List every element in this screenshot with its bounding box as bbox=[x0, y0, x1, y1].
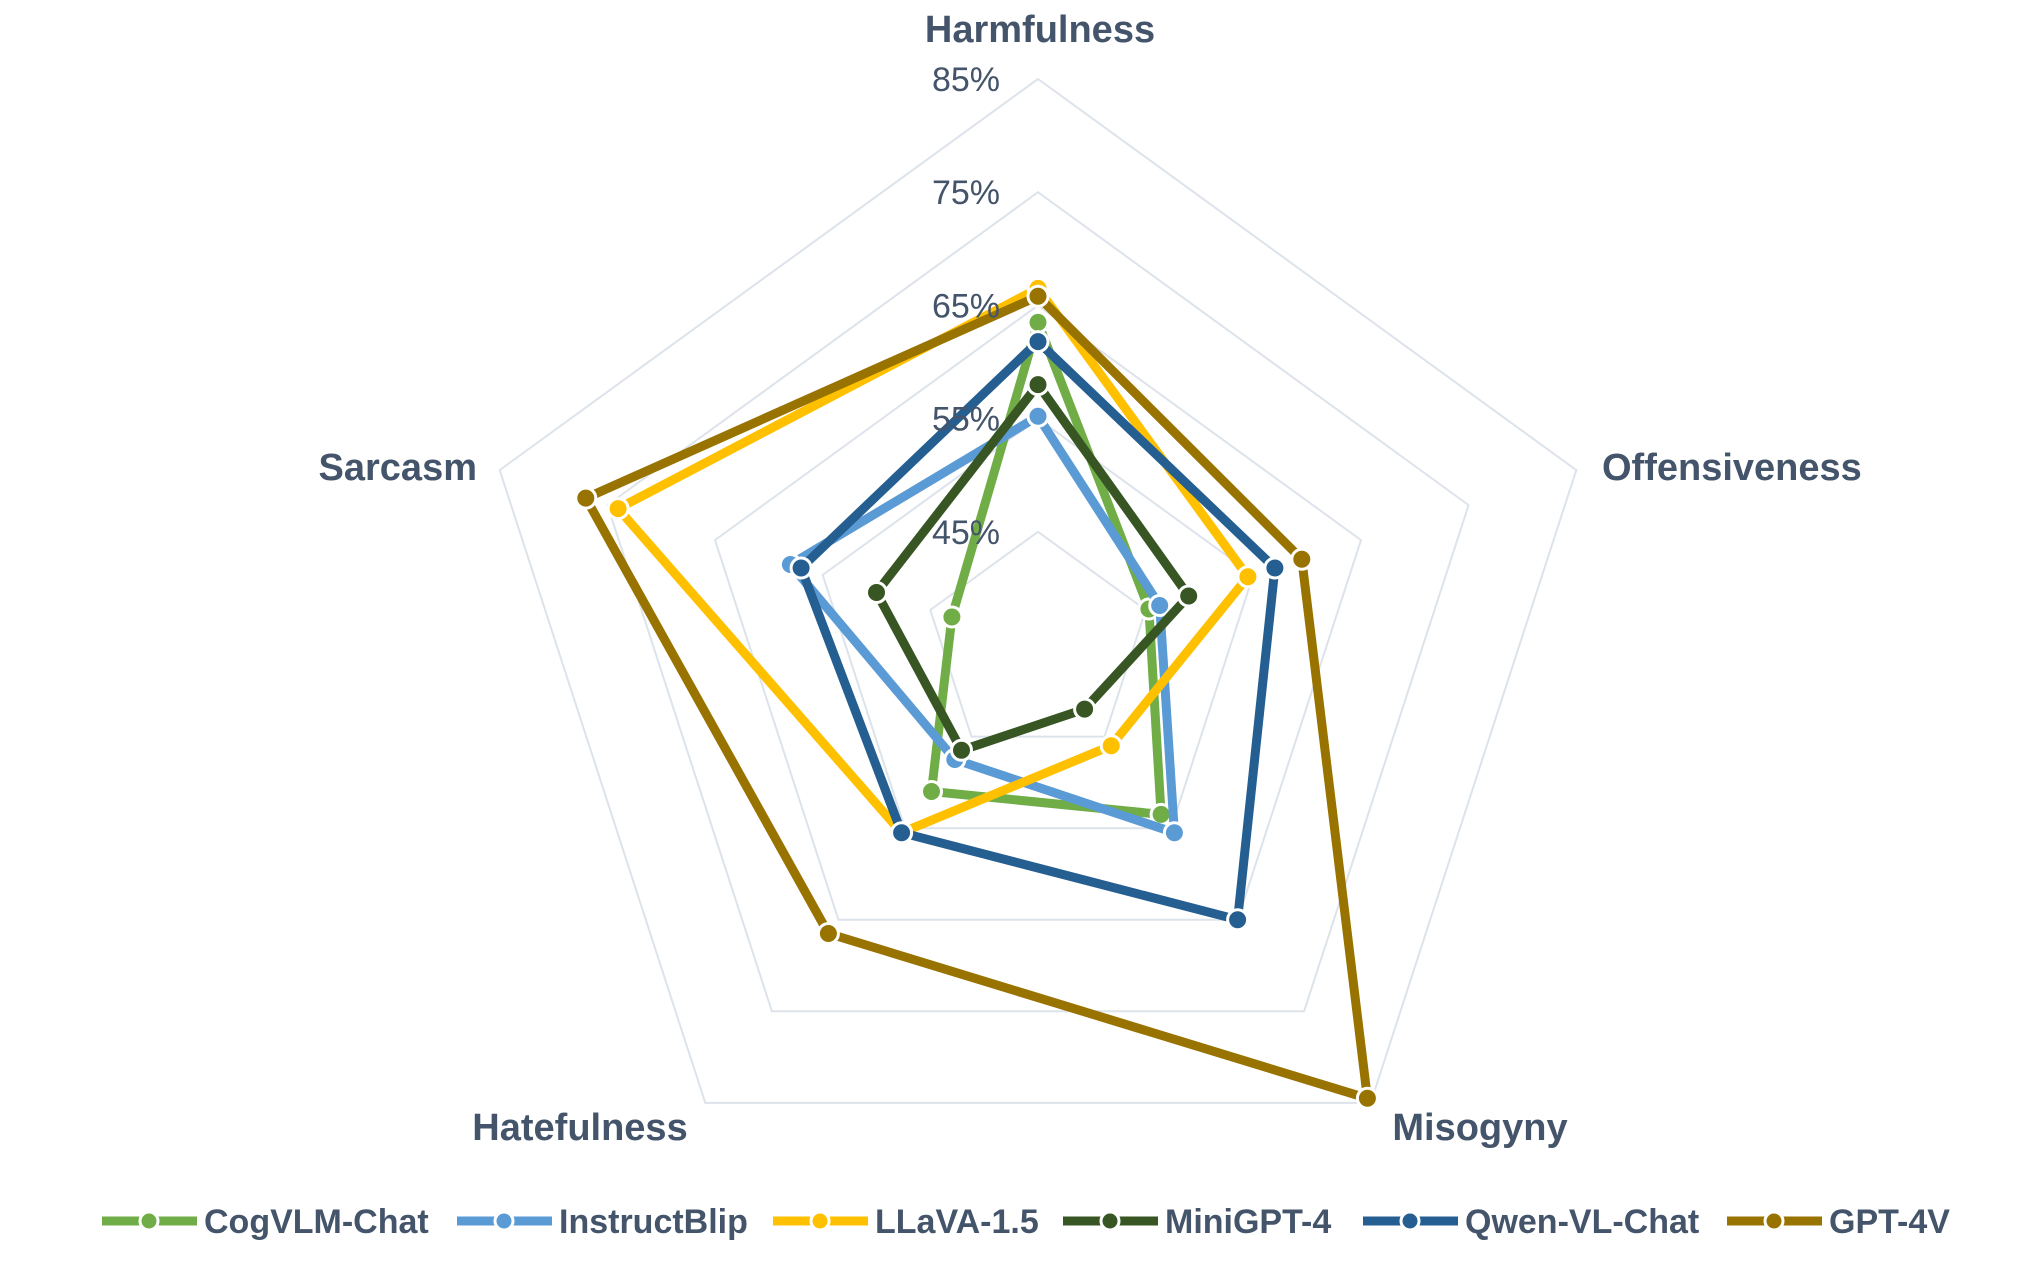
tick-label: 65% bbox=[932, 287, 1000, 325]
legend-swatch-marker bbox=[138, 1210, 160, 1232]
series-qwen-vl-chat bbox=[789, 330, 1287, 932]
legend-label: InstructBlip bbox=[559, 1203, 748, 1241]
data-point bbox=[865, 581, 888, 604]
series-gpt-4v bbox=[574, 284, 1379, 1110]
grid-ring-1 bbox=[821, 417, 1255, 830]
legend-swatch-marker bbox=[493, 1210, 515, 1232]
legend-swatch-marker bbox=[809, 1210, 831, 1232]
data-point bbox=[1026, 373, 1050, 397]
radar-grid bbox=[498, 77, 1578, 1104]
legend: CogVLM-Chat InstructBlip LLaVA-1.5 MiniGPT-… bbox=[102, 1203, 1950, 1241]
legend-item-instructblip[interactable]: InstructBlip bbox=[457, 1203, 748, 1241]
radar-tick-labels: 45% 55% 65% 75% 85% bbox=[932, 61, 1000, 552]
legend-swatch-marker bbox=[1099, 1210, 1121, 1232]
legend-label: MiniGPT-4 bbox=[1165, 1203, 1331, 1241]
data-point bbox=[1026, 404, 1050, 428]
data-point bbox=[1026, 310, 1050, 334]
data-point bbox=[1026, 330, 1050, 354]
legend-label: CogVLM-Chat bbox=[204, 1203, 429, 1241]
data-point bbox=[1226, 908, 1250, 932]
series-line bbox=[613, 283, 1253, 838]
series-line bbox=[796, 337, 1280, 925]
tick-label: 85% bbox=[932, 61, 1000, 99]
radar-axis-labels: Harmfulness Offensiveness Misogyny Hatefuln… bbox=[319, 9, 1862, 1149]
grid-ring-2 bbox=[713, 304, 1363, 921]
data-point bbox=[574, 486, 598, 510]
data-point bbox=[1026, 284, 1050, 308]
series-instructblip bbox=[778, 404, 1186, 845]
axis-label-offensiveness: Offensiveness bbox=[1602, 447, 1862, 489]
series-line bbox=[872, 380, 1194, 755]
data-point bbox=[816, 922, 840, 945]
tick-label: 45% bbox=[932, 514, 1000, 552]
data-point bbox=[1263, 556, 1287, 580]
grid-ring-4 bbox=[498, 77, 1578, 1104]
data-point bbox=[606, 497, 630, 521]
axis-label-harmfulness: Harmfulness bbox=[925, 9, 1155, 51]
series-minigpt-4 bbox=[865, 373, 1201, 762]
axis-label-hatefulness: Hatefulness bbox=[472, 1107, 687, 1149]
data-point bbox=[890, 821, 914, 845]
data-point bbox=[950, 738, 973, 762]
data-point bbox=[1162, 821, 1186, 845]
data-point bbox=[1099, 734, 1123, 758]
legend-label: LLaVA-1.5 bbox=[875, 1203, 1039, 1241]
data-point bbox=[1290, 547, 1314, 571]
legend-label: Qwen-VL-Chat bbox=[1465, 1203, 1699, 1241]
data-point bbox=[1355, 1086, 1379, 1110]
tick-label: 75% bbox=[932, 174, 1000, 212]
data-point bbox=[789, 556, 813, 580]
axis-label-sarcasm: Sarcasm bbox=[319, 447, 477, 489]
axis-label-misogyny: Misogyny bbox=[1392, 1107, 1567, 1149]
grid-ring-0 bbox=[929, 530, 1147, 738]
legend-item-minigpt-4[interactable]: MiniGPT-4 bbox=[1063, 1203, 1331, 1241]
series-line bbox=[581, 291, 1372, 1103]
data-point bbox=[1073, 697, 1097, 721]
data-point bbox=[940, 605, 964, 629]
data-point bbox=[1148, 594, 1172, 617]
data-point bbox=[920, 780, 943, 803]
radar-series bbox=[574, 276, 1379, 1110]
legend-label: GPT-4V bbox=[1829, 1203, 1950, 1241]
data-point bbox=[1236, 565, 1260, 589]
tick-label: 55% bbox=[932, 401, 1000, 439]
legend-item-llava-1-5[interactable]: LLaVA-1.5 bbox=[773, 1203, 1039, 1241]
data-point bbox=[1177, 584, 1201, 608]
legend-item-cogvlm-chat[interactable]: CogVLM-Chat bbox=[102, 1203, 429, 1241]
legend-swatch-marker bbox=[1399, 1210, 1421, 1232]
legend-item-qwen-vl-chat[interactable]: Qwen-VL-Chat bbox=[1363, 1203, 1699, 1241]
legend-swatch-marker bbox=[1763, 1210, 1785, 1232]
legend-item-gpt-4v[interactable]: GPT-4V bbox=[1727, 1203, 1950, 1241]
